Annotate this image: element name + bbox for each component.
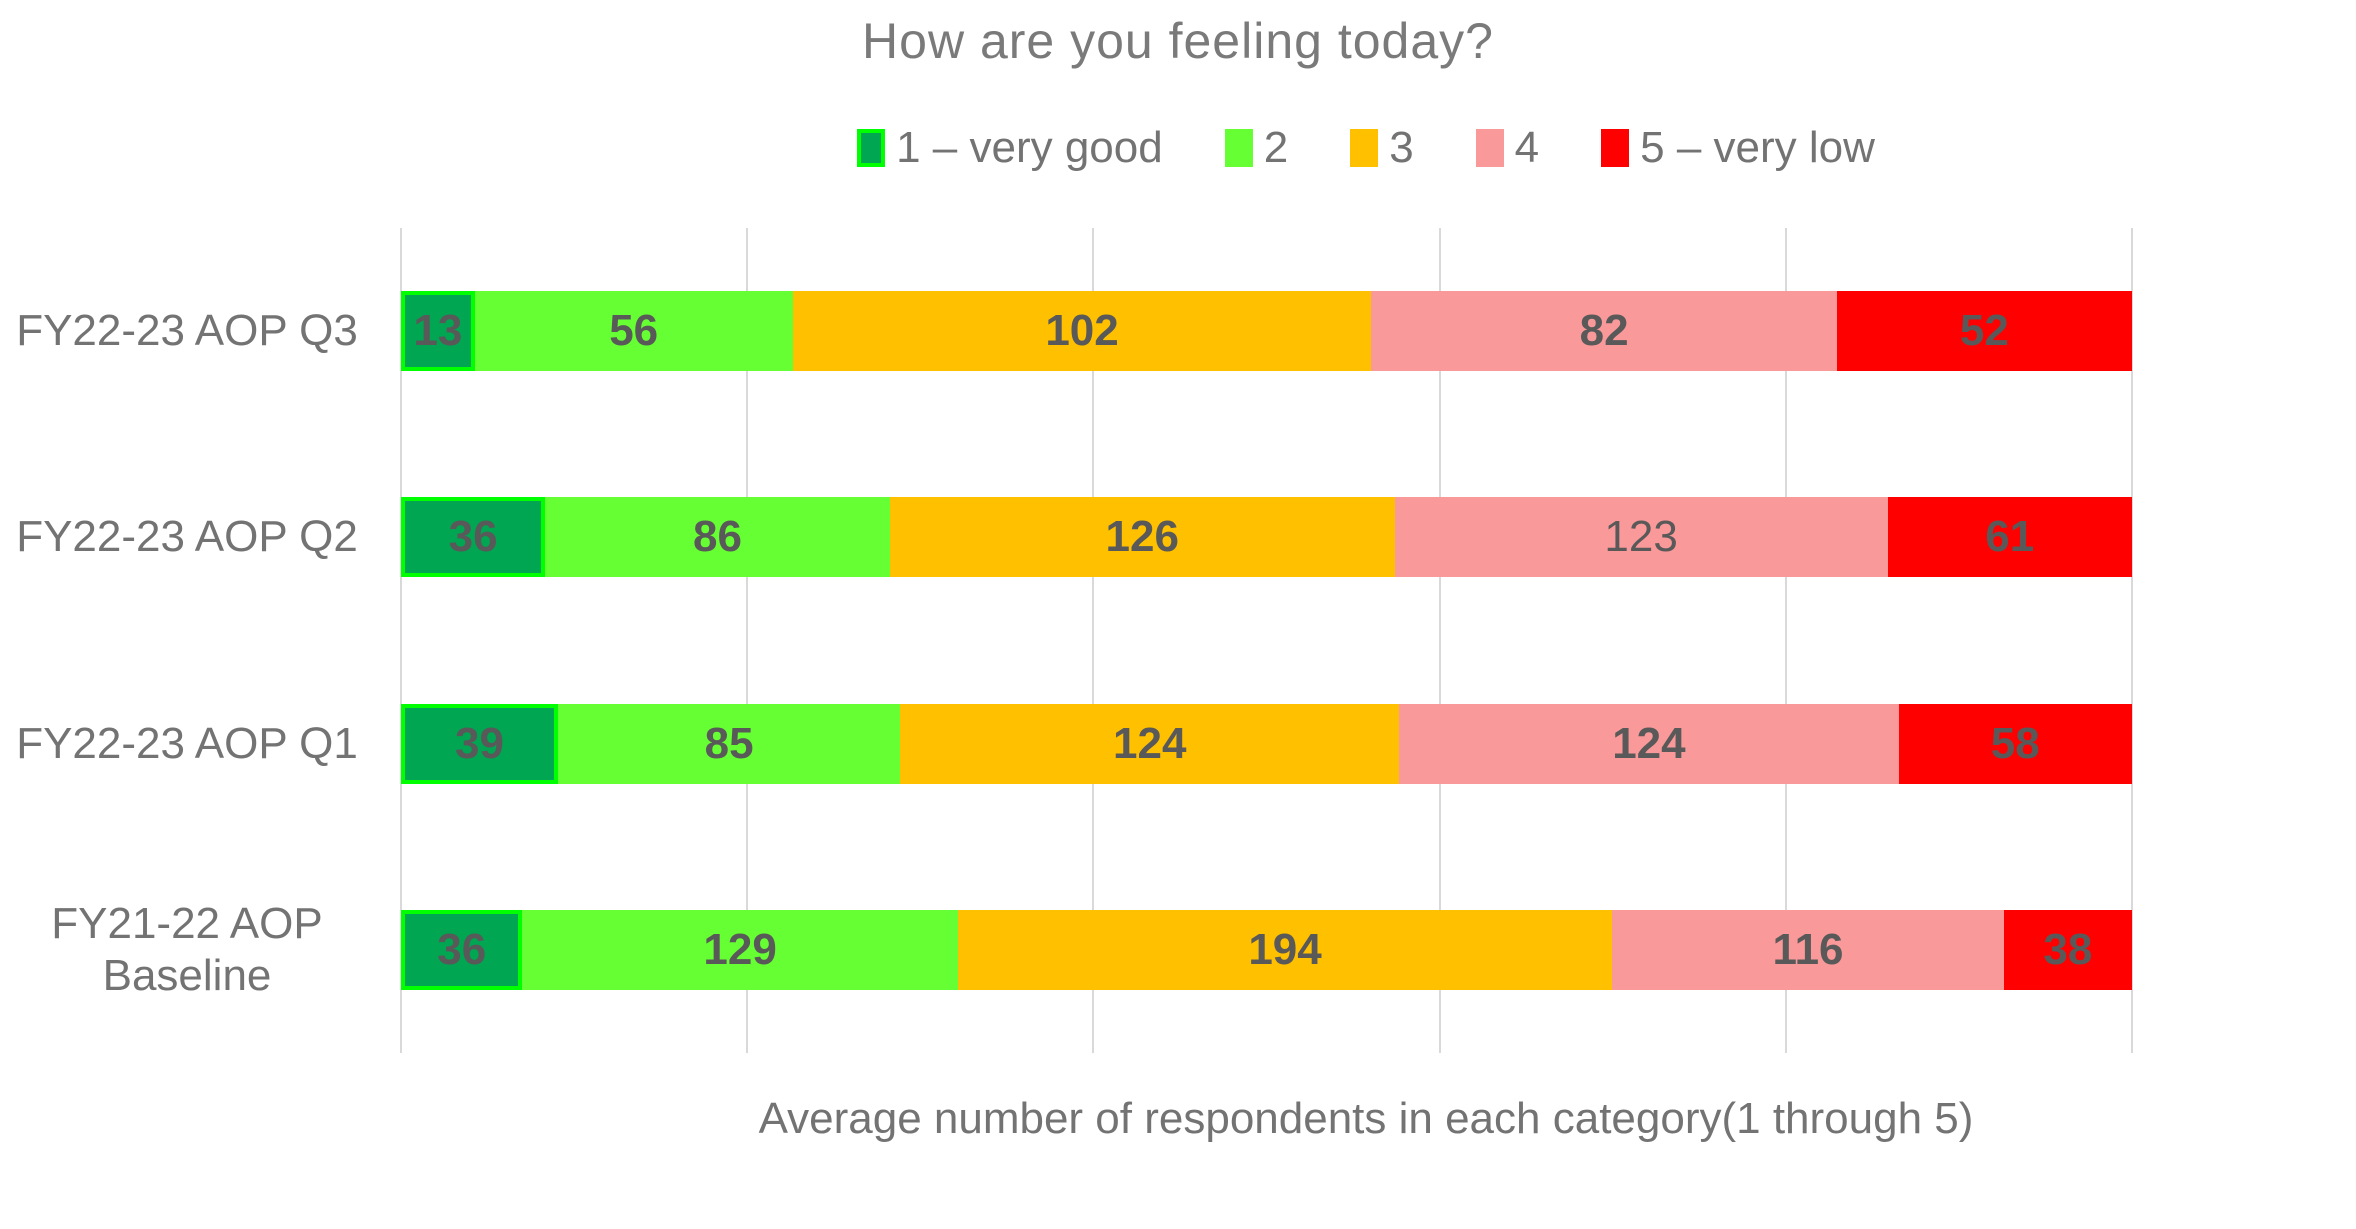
data-label: 58 <box>1990 718 2040 768</box>
gridline <box>1784 228 1787 1053</box>
legend-swatch-icon <box>1350 129 1379 167</box>
bar-segment: 56 <box>474 291 793 372</box>
bar-segment: 61 <box>1887 497 2132 578</box>
data-label: 36 <box>437 924 487 974</box>
stacked-bar: 36 129 194 116 38 <box>401 909 2132 990</box>
legend-item: 3 <box>1350 123 1414 173</box>
legend-label: 5 – very low <box>1640 123 1875 172</box>
legend-item: 4 <box>1475 123 1540 173</box>
gridline <box>1092 228 1095 1053</box>
bar-segment: 129 <box>522 909 958 990</box>
legend-item: 5 – very low <box>1601 123 1875 173</box>
x-axis-title: Average number of respondents in each ca… <box>758 1094 1974 1143</box>
bar-segment: 126 <box>889 497 1395 578</box>
bar-segment: 102 <box>792 291 1372 372</box>
legend-label: 3 <box>1389 123 1414 172</box>
bar-segment: 36 <box>401 497 546 578</box>
data-label: 38 <box>2043 924 2093 974</box>
legend-swatch-icon <box>1601 129 1630 167</box>
bar-segment: 52 <box>1836 291 2132 372</box>
bar-segment: 82 <box>1371 291 1837 372</box>
bar-segment: 85 <box>557 703 901 784</box>
legend-swatch-icon <box>857 129 886 167</box>
bar-row: FY22-23 AOP Q1 39 85 124 124 58 <box>16 641 2132 847</box>
bar-row: FY22-23 AOP Q3 13 56 102 82 52 <box>16 228 2132 434</box>
bar-row: FY22-23 AOP Q2 36 86 126 123 61 <box>16 434 2132 640</box>
bar-segment: 123 <box>1394 497 1888 578</box>
data-label: 102 <box>1045 306 1119 356</box>
data-label: 82 <box>1579 306 1629 356</box>
legend-swatch-icon <box>1224 129 1253 167</box>
legend-item: 1 – very good <box>857 123 1163 173</box>
data-label: 194 <box>1248 924 1322 974</box>
chart-title: How are you feeling today? <box>862 13 1494 69</box>
bar-segment: 124 <box>1399 703 1899 784</box>
category-label: FY22-23 AOP Q1 <box>16 718 358 768</box>
bar-segment: 116 <box>1612 909 2004 990</box>
gridline <box>2131 228 2133 1053</box>
category-label: FY22-23 AOP Q3 <box>16 306 358 356</box>
bar-segment: 194 <box>957 909 1613 990</box>
legend-label: 4 <box>1514 123 1540 172</box>
bar-segment: 13 <box>401 291 475 372</box>
data-label: 39 <box>455 718 504 768</box>
data-label: 56 <box>609 306 659 356</box>
data-label: 36 <box>448 512 498 562</box>
rows: FY22-23 AOP Q3 13 56 102 82 52 FY22-23 AOP Q2 3… <box>16 228 2132 1053</box>
stacked-bar: 13 56 102 82 52 <box>401 291 2132 372</box>
category-label: FY22-23 AOP Q2 <box>16 512 358 562</box>
bar-segment: 58 <box>1898 703 2132 784</box>
gridlines <box>400 228 2133 1053</box>
data-label: 85 <box>704 718 754 768</box>
data-label: 61 <box>1985 512 2035 562</box>
bar-segment: 39 <box>401 703 558 784</box>
gridline <box>400 228 402 1053</box>
legend-label: 1 – very good <box>896 123 1163 172</box>
legend: 1 – very good 2 3 4 5 – very low <box>401 120 2331 176</box>
bar-row: FY21-22 AOP Baseline 36 129 194 116 38 <box>51 847 2132 1053</box>
bar-segment: 36 <box>401 909 523 990</box>
data-label: 13 <box>413 306 463 356</box>
legend-label: 2 <box>1263 123 1289 172</box>
category-label: FY21-22 AOP Baseline <box>51 898 323 1000</box>
data-label: 124 <box>1612 718 1686 768</box>
data-label: 116 <box>1772 924 1844 974</box>
plot-area: FY22-23 AOP Q3 13 56 102 82 52 FY22-23 AOP Q2 3… <box>16 228 2133 1053</box>
data-label: 126 <box>1105 512 1179 562</box>
gridline <box>746 228 749 1053</box>
data-label: 52 <box>1959 306 2009 356</box>
legend-item: 2 <box>1224 123 1289 173</box>
data-label: 129 <box>703 924 777 974</box>
data-label: 86 <box>693 512 742 562</box>
stacked-bar: 39 85 124 124 58 <box>401 703 2132 784</box>
data-label: 123 <box>1604 512 1678 562</box>
data-label: 124 <box>1113 718 1187 768</box>
bar-segment: 86 <box>545 497 890 578</box>
bar-segment: 124 <box>900 703 1400 784</box>
gridline <box>1438 228 1441 1053</box>
bar-segment: 38 <box>2003 909 2132 990</box>
legend-swatch-icon <box>1475 129 1504 167</box>
stacked-bar: 36 86 126 123 61 <box>401 497 2132 578</box>
